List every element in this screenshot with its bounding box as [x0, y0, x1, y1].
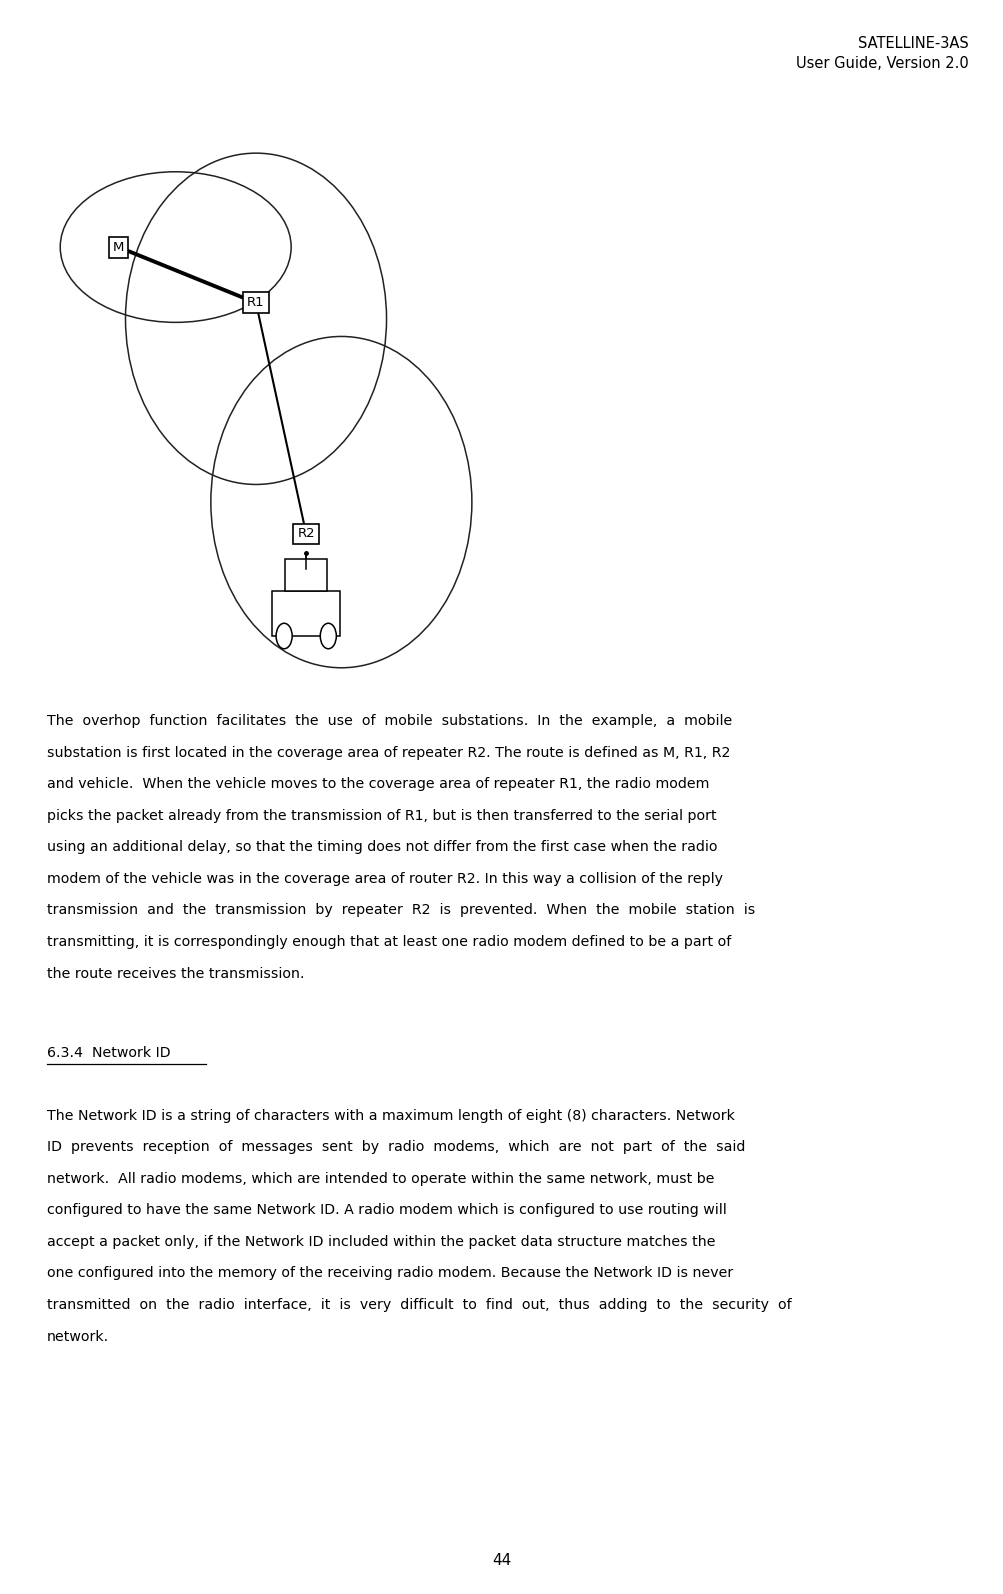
Text: transmission  and  the  transmission  by  repeater  R2  is  prevented.  When  th: transmission and the transmission by rep… [47, 904, 754, 918]
Text: 6.3.4  Network ID: 6.3.4 Network ID [47, 1046, 171, 1060]
Text: substation is first located in the coverage area of repeater R2. The route is de: substation is first located in the cover… [47, 746, 730, 760]
Text: R1: R1 [247, 296, 265, 309]
FancyBboxPatch shape [285, 559, 327, 591]
Text: and vehicle.  When the vehicle moves to the coverage area of repeater R1, the ra: and vehicle. When the vehicle moves to t… [47, 778, 709, 791]
Circle shape [320, 623, 336, 649]
Text: M: M [112, 241, 124, 253]
Text: R2: R2 [297, 528, 315, 540]
Text: transmitted  on  the  radio  interface,  it  is  very  difficult  to  find  out,: transmitted on the radio interface, it i… [47, 1298, 791, 1312]
Text: network.  All radio modems, which are intended to operate within the same networ: network. All radio modems, which are int… [47, 1172, 714, 1186]
Text: configured to have the same Network ID. A radio modem which is configured to use: configured to have the same Network ID. … [47, 1203, 726, 1218]
Text: the route receives the transmission.: the route receives the transmission. [47, 966, 304, 980]
Text: transmitting, it is correspondingly enough that at least one radio modem defined: transmitting, it is correspondingly enou… [47, 936, 731, 948]
FancyBboxPatch shape [272, 591, 340, 636]
Text: accept a packet only, if the Network ID included within the packet data structur: accept a packet only, if the Network ID … [47, 1235, 715, 1248]
Text: picks the packet already from the transmission of R1, but is then transferred to: picks the packet already from the transm… [47, 808, 716, 823]
Text: The  overhop  function  facilitates  the  use  of  mobile  substations.  In  the: The overhop function facilitates the use… [47, 714, 732, 728]
Text: ID  prevents  reception  of  messages  sent  by  radio  modems,  which  are  not: ID prevents reception of messages sent b… [47, 1140, 745, 1154]
Text: 44: 44 [491, 1553, 512, 1568]
Text: SATELLINE-3AS: SATELLINE-3AS [858, 37, 968, 51]
Text: using an additional delay, so that the timing does not differ from the first cas: using an additional delay, so that the t… [47, 840, 717, 854]
Text: The Network ID is a string of characters with a maximum length of eight (8) char: The Network ID is a string of characters… [47, 1109, 734, 1122]
Text: User Guide, Version 2.0: User Guide, Version 2.0 [795, 56, 968, 70]
Text: network.: network. [47, 1329, 109, 1344]
Circle shape [276, 623, 292, 649]
Text: modem of the vehicle was in the coverage area of router R2. In this way a collis: modem of the vehicle was in the coverage… [47, 872, 722, 886]
Text: one configured into the memory of the receiving radio modem. Because the Network: one configured into the memory of the re… [47, 1266, 733, 1280]
